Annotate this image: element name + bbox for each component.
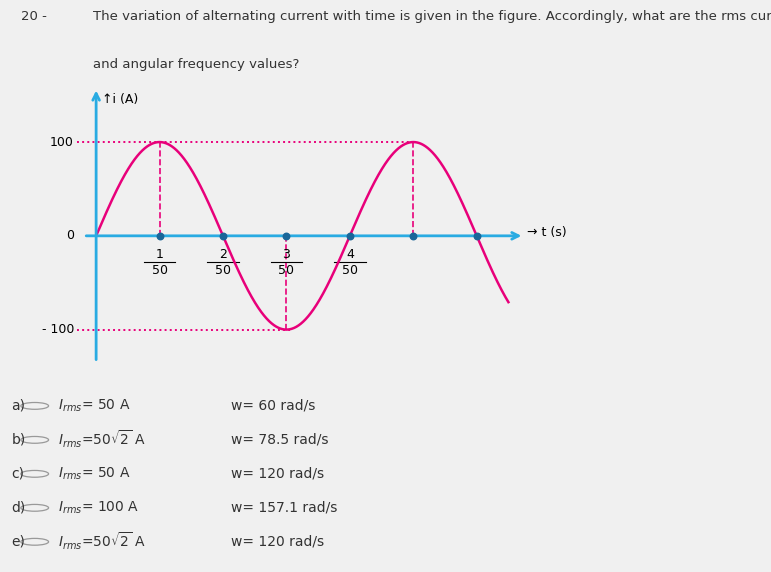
- Point: [153, 231, 166, 240]
- Text: w= 120 rad/s: w= 120 rad/s: [231, 535, 325, 549]
- Text: 3: 3: [282, 248, 291, 261]
- Text: 2: 2: [219, 248, 227, 261]
- Text: w= 157.1 rad/s: w= 157.1 rad/s: [231, 501, 338, 515]
- Text: w= 60 rad/s: w= 60 rad/s: [231, 399, 315, 413]
- Text: 100: 100: [50, 136, 74, 149]
- Point: [407, 231, 419, 240]
- Text: $I_{rms}$=50$\sqrt{2}$ A: $I_{rms}$=50$\sqrt{2}$ A: [58, 429, 146, 451]
- Text: $I_{rms}$= 50 A: $I_{rms}$= 50 A: [58, 398, 130, 414]
- Text: d): d): [12, 501, 25, 515]
- Text: The variation of alternating current with time is given in the figure. According: The variation of alternating current wit…: [93, 10, 771, 23]
- Text: $I_{rms}$= 50 A: $I_{rms}$= 50 A: [58, 466, 130, 482]
- Text: 50: 50: [278, 264, 295, 277]
- Text: w= 78.5 rad/s: w= 78.5 rad/s: [231, 433, 328, 447]
- Text: and angular frequency values?: and angular frequency values?: [93, 58, 299, 72]
- Text: 20 -: 20 -: [21, 10, 47, 23]
- Point: [217, 231, 229, 240]
- Text: 4: 4: [346, 248, 354, 261]
- Text: b): b): [12, 433, 25, 447]
- Text: c): c): [12, 467, 25, 481]
- Text: e): e): [12, 535, 25, 549]
- Text: - 100: - 100: [42, 323, 74, 336]
- Text: 50: 50: [215, 264, 231, 277]
- Text: 50: 50: [152, 264, 167, 277]
- Text: a): a): [12, 399, 25, 413]
- Text: 0: 0: [66, 229, 74, 243]
- Text: $I_{rms}$= 100 A: $I_{rms}$= 100 A: [58, 499, 139, 516]
- Text: w= 120 rad/s: w= 120 rad/s: [231, 467, 325, 481]
- Text: 1: 1: [156, 248, 163, 261]
- Text: $I_{rms}$=50$\sqrt{2}$ A: $I_{rms}$=50$\sqrt{2}$ A: [58, 531, 146, 553]
- Text: → t (s): → t (s): [527, 225, 567, 239]
- Point: [470, 231, 483, 240]
- Point: [280, 231, 292, 240]
- Text: ↑i (A): ↑i (A): [103, 93, 139, 106]
- Text: 50: 50: [342, 264, 358, 277]
- Point: [344, 231, 356, 240]
